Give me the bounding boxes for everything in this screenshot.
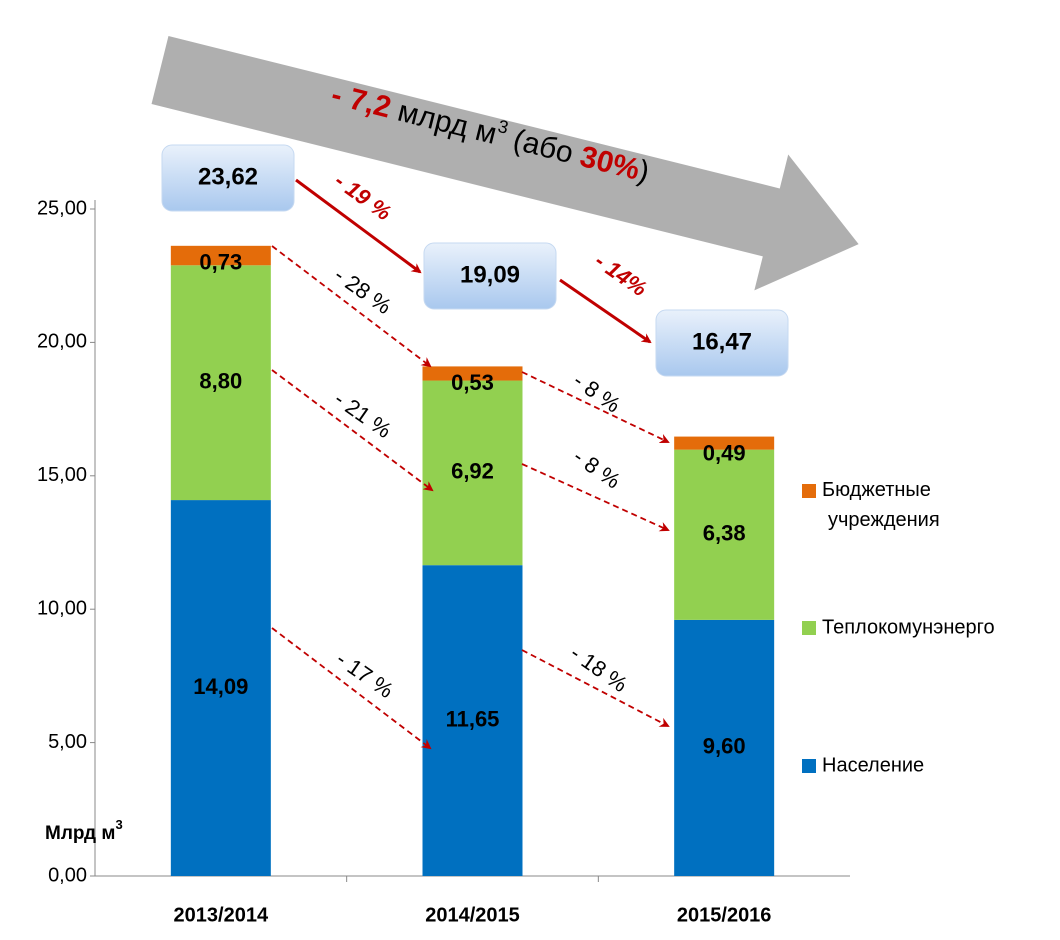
- legend-label: Население: [822, 754, 924, 776]
- y-axis-label: Млрд м3: [45, 817, 123, 844]
- total-box: [423, 242, 557, 310]
- bar-segment: [674, 436, 775, 450]
- legend-swatch: [802, 759, 816, 773]
- legend-label: Бюджетные учреждения: [822, 479, 940, 531]
- value-label: 9,60: [703, 734, 746, 759]
- y-tick-label: 25,00: [37, 197, 87, 219]
- x-tick-label: 2015/2016: [677, 904, 772, 926]
- segment-change-arrow: [271, 369, 434, 492]
- segment-change: - 8 %: [569, 368, 625, 418]
- bar-segment: [170, 500, 271, 876]
- bar-segment: [170, 245, 271, 266]
- big-arrow: [151, 36, 859, 291]
- segment-change: - 28 %: [330, 262, 396, 319]
- value-label: 0,53: [451, 370, 494, 395]
- total-box: [655, 309, 789, 377]
- value-label: 6,38: [703, 521, 746, 546]
- y-tick-label: 20,00: [37, 331, 87, 353]
- segment-change-arrow: [521, 649, 670, 727]
- total-label: 19,09: [460, 261, 520, 288]
- value-label: 0,73: [199, 250, 242, 275]
- y-tick-label: 0,00: [48, 864, 87, 886]
- value-label: 11,65: [446, 706, 500, 731]
- value-label: 6,92: [451, 459, 494, 484]
- segment-change-arrow: [271, 245, 432, 368]
- legend-label: Теплокомунэнерго: [822, 616, 995, 638]
- bar-segment: [422, 380, 523, 566]
- x-tick-label: 2013/2014: [174, 904, 269, 926]
- bar-segment: [422, 366, 523, 381]
- segment-change-arrow: [521, 371, 670, 444]
- y-tick-label: 10,00: [37, 597, 87, 619]
- bar-segment: [422, 565, 523, 876]
- x-tick-label: 2014/2015: [425, 904, 520, 926]
- y-tick-label: 5,00: [48, 731, 87, 753]
- segment-change: - 21 %: [330, 386, 396, 443]
- segment-change-arrow: [521, 463, 670, 532]
- total-change: - 19 %: [330, 168, 396, 226]
- bar-segment: [170, 265, 271, 501]
- total-label: 23,62: [198, 163, 258, 190]
- total-box: [161, 144, 295, 212]
- segment-change-arrow: [271, 627, 432, 750]
- segment-change: - 18 %: [566, 640, 632, 697]
- bar-segment: [674, 619, 775, 876]
- segment-change: - 8 %: [569, 444, 625, 494]
- total-change: - 14%: [590, 248, 651, 301]
- total-label: 16,47: [692, 328, 752, 355]
- legend-swatch: [802, 621, 816, 635]
- change-arrow: [295, 178, 422, 274]
- bar-segment: [674, 449, 775, 620]
- value-label: 0,49: [703, 440, 746, 465]
- change-arrow: [559, 278, 652, 344]
- value-label: 14,09: [193, 674, 248, 699]
- y-tick-label: 15,00: [37, 464, 87, 486]
- legend-swatch: [802, 484, 816, 498]
- segment-change: - 17 %: [332, 646, 398, 703]
- value-label: 8,80: [199, 368, 242, 393]
